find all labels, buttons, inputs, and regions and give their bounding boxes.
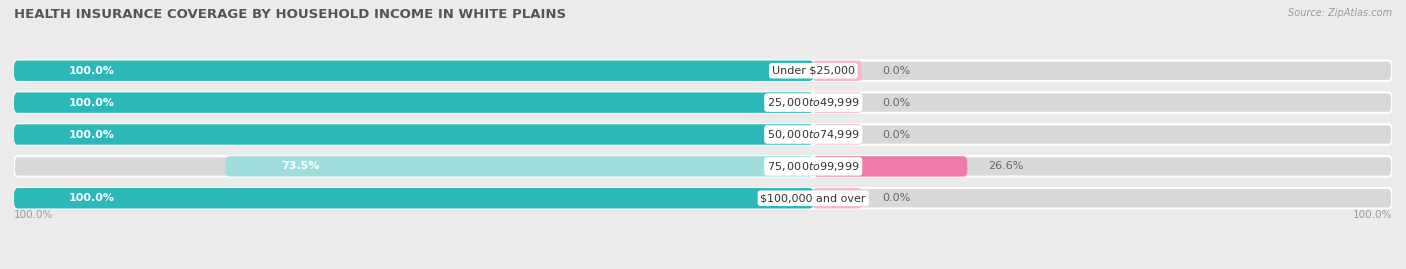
- FancyBboxPatch shape: [14, 124, 813, 145]
- Text: 0.0%: 0.0%: [882, 98, 910, 108]
- Text: Under $25,000: Under $25,000: [772, 66, 855, 76]
- Text: Source: ZipAtlas.com: Source: ZipAtlas.com: [1288, 8, 1392, 18]
- Text: 100.0%: 100.0%: [69, 98, 115, 108]
- FancyBboxPatch shape: [14, 61, 813, 81]
- FancyBboxPatch shape: [14, 188, 813, 208]
- Text: 100.0%: 100.0%: [69, 66, 115, 76]
- Text: $25,000 to $49,999: $25,000 to $49,999: [768, 96, 859, 109]
- Text: 100.0%: 100.0%: [69, 129, 115, 140]
- FancyBboxPatch shape: [813, 124, 862, 145]
- FancyBboxPatch shape: [14, 93, 813, 113]
- Text: $50,000 to $74,999: $50,000 to $74,999: [768, 128, 859, 141]
- Text: 26.6%: 26.6%: [988, 161, 1024, 171]
- Text: HEALTH INSURANCE COVERAGE BY HOUSEHOLD INCOME IN WHITE PLAINS: HEALTH INSURANCE COVERAGE BY HOUSEHOLD I…: [14, 8, 567, 21]
- FancyBboxPatch shape: [813, 188, 862, 208]
- Text: 100.0%: 100.0%: [1353, 210, 1392, 220]
- Text: 0.0%: 0.0%: [882, 129, 910, 140]
- Text: $75,000 to $99,999: $75,000 to $99,999: [768, 160, 859, 173]
- FancyBboxPatch shape: [813, 61, 862, 81]
- FancyBboxPatch shape: [226, 156, 813, 176]
- FancyBboxPatch shape: [14, 156, 1392, 176]
- Text: 100.0%: 100.0%: [14, 210, 53, 220]
- FancyBboxPatch shape: [14, 61, 1392, 81]
- Text: 73.5%: 73.5%: [281, 161, 319, 171]
- FancyBboxPatch shape: [14, 188, 1392, 208]
- FancyBboxPatch shape: [813, 93, 862, 113]
- Text: $100,000 and over: $100,000 and over: [761, 193, 866, 203]
- Text: 100.0%: 100.0%: [69, 193, 115, 203]
- FancyBboxPatch shape: [813, 156, 967, 176]
- FancyBboxPatch shape: [14, 93, 1392, 113]
- FancyBboxPatch shape: [14, 124, 1392, 145]
- Text: 0.0%: 0.0%: [882, 193, 910, 203]
- Text: 0.0%: 0.0%: [882, 66, 910, 76]
